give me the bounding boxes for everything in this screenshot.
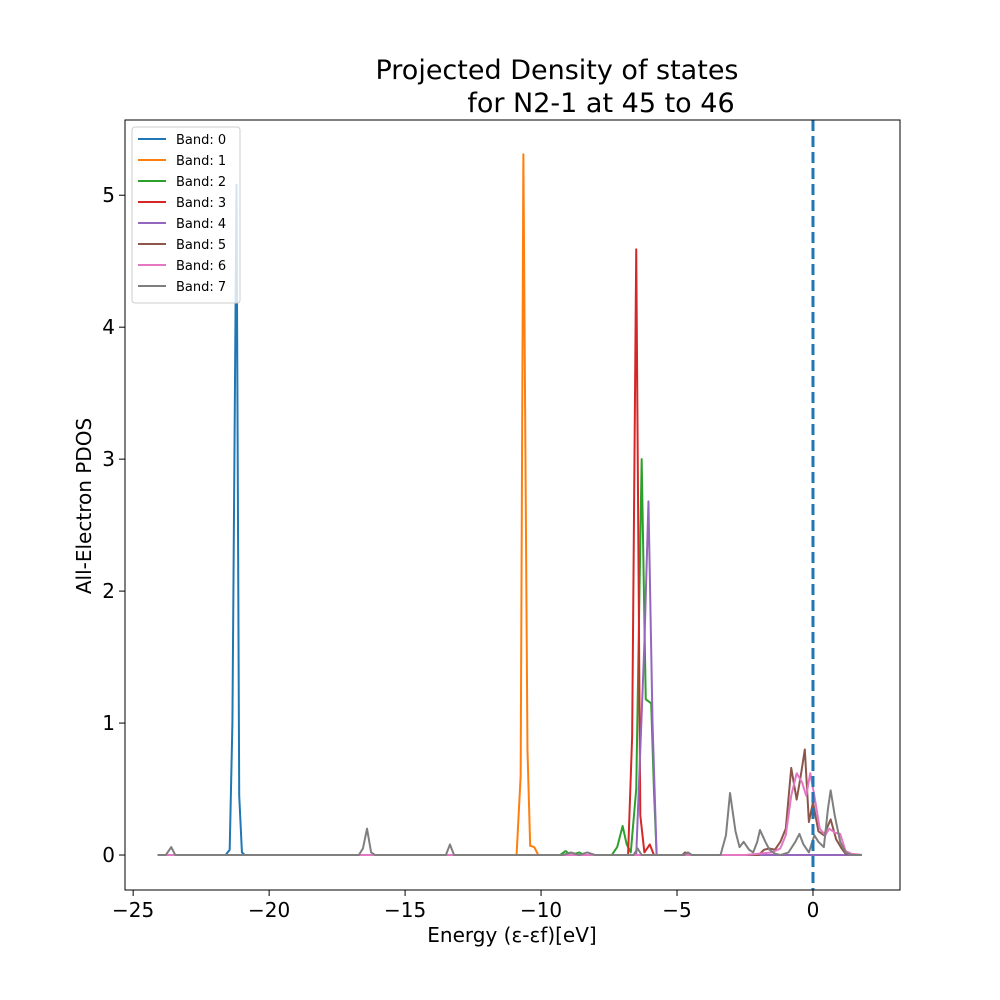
legend-label-band-7: Band: 7	[176, 280, 226, 295]
series-line-band-4	[157, 500, 862, 857]
axes-frame	[124, 119, 901, 891]
plot-area: −25 −20 −15 −10 −5 0 0 1 2 3 4 5	[102, 119, 901, 922]
x-axis-label: Energy (ε-εf)[eV]	[427, 923, 596, 947]
series-line-band-7	[157, 789, 862, 857]
x-tick-label: −5	[662, 898, 691, 922]
y-tick-label: 3	[102, 447, 115, 471]
legend-label-band-1: Band: 1	[176, 154, 226, 169]
x-tick-label: 0	[807, 898, 820, 922]
chart-title-line-1: Projected Density of states	[375, 55, 738, 86]
legend-box	[131, 126, 241, 304]
legend-label-band-2: Band: 2	[176, 175, 226, 190]
y-tick-label: 1	[102, 711, 115, 735]
series-lines	[157, 153, 863, 857]
legend-label-band-5: Band: 5	[176, 238, 226, 253]
series-line-band-3	[157, 248, 862, 857]
series-line-band-0	[157, 183, 862, 857]
x-tick-label: −15	[384, 898, 426, 922]
legend-label-band-0: Band: 0	[176, 133, 226, 148]
y-tick-label: 2	[102, 579, 115, 603]
x-tick-label: −10	[520, 898, 562, 922]
legend-label-band-6: Band: 6	[176, 259, 226, 274]
legend-label-band-4: Band: 4	[176, 217, 226, 232]
x-tick-label: −20	[248, 898, 290, 922]
legend: Band: 0 Band: 1 Band: 2 Band: 3 Band: 4 Band:…	[131, 126, 241, 304]
y-tick-label: 0	[102, 843, 115, 867]
y-tick-label: 5	[102, 183, 115, 207]
series-line-band-1	[157, 153, 862, 857]
chart-title-line-2: for N2-1 at 45 to 46	[467, 88, 734, 119]
chart-title: Projected Density of states for N2-1 at …	[375, 55, 738, 119]
series-line-band-5	[157, 748, 863, 857]
y-axis-label: All-Electron PDOS	[72, 418, 96, 594]
x-tick-label: −25	[112, 898, 154, 922]
series-line-band-2	[157, 458, 862, 857]
y-tick-label: 4	[102, 315, 115, 339]
legend-label-band-3: Band: 3	[176, 196, 226, 211]
